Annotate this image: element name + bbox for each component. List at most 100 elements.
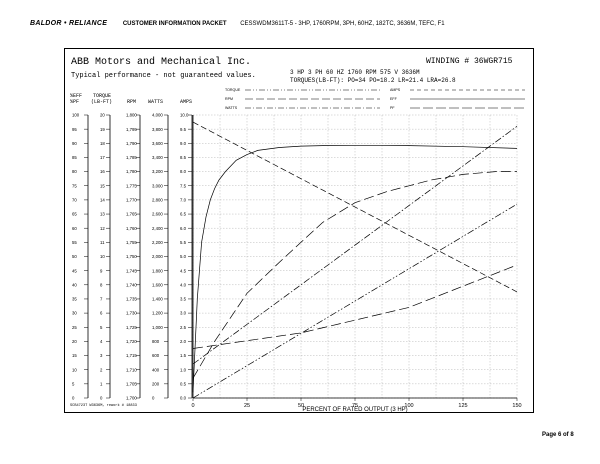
x-tick-label: 100: [404, 403, 413, 409]
scale-torque-label: 10: [100, 254, 105, 259]
scale-watts-label: 1,800: [152, 268, 163, 273]
legend-lines: [245, 89, 525, 109]
scale-rpm-label: 1,775: [126, 183, 137, 188]
scale-torque-label: 8: [100, 282, 103, 287]
scale-watts-label: 2,800: [152, 198, 163, 203]
scale-watts-label: 1,000: [152, 325, 163, 330]
scale-eff_pf-label: 55: [72, 240, 77, 245]
scale-watts-label: 1,400: [152, 297, 163, 302]
value-scales: 1009590858075706560555045403530252015105…: [72, 113, 193, 401]
page-number: Page 6 of 8: [542, 432, 574, 438]
scale-watts-label: 2,400: [152, 226, 163, 231]
scale-watts-label: 400: [152, 367, 160, 372]
scale-torque-label: 1: [100, 381, 103, 386]
scale-amps-label: 9.5: [180, 127, 187, 132]
scale-amps-label: 1.5: [180, 353, 187, 358]
scale-rpm-label: 1,705: [126, 381, 137, 386]
scale-eff_pf-label: 100: [72, 113, 80, 118]
scale-torque-label: 5: [100, 325, 103, 330]
scale-watts-label: 2,600: [152, 212, 163, 217]
scale-rpm-label: 1,715: [126, 353, 137, 358]
scale-eff_pf-label: 90: [72, 141, 77, 146]
col-header-torque: TORQUE: [93, 93, 112, 99]
scale-torque-label: 11: [100, 240, 105, 245]
motor-specs: 3 HP 3 PH 60 HZ 1760 RPM 575 V 3636M: [290, 69, 420, 76]
product-description: CESSWDM3611T-5 - 3HP, 1760RPM, 3PH, 60HZ…: [240, 21, 445, 27]
torque-values: TORQUES(LB-FT): PO=34 PO=18.2 LR=21.4 LR…: [290, 77, 456, 84]
scale-amps-label: 3.0: [180, 311, 187, 316]
x-tick-label: 50: [298, 403, 304, 409]
scale-amps-label: 0.0: [180, 396, 187, 401]
col-header-watts: WATTS: [148, 99, 164, 105]
scale-amps-label: 9.0: [180, 141, 187, 146]
scale-watts-label: 2,000: [152, 254, 163, 259]
x-tick-label: 25: [244, 403, 250, 409]
chart-grid: [192, 114, 518, 399]
scale-amps-label: 7.5: [180, 183, 187, 188]
scale-eff_pf-label: 5: [72, 381, 75, 386]
scale-eff_pf-label: 40: [72, 282, 77, 287]
col-header-lbft: (LB-FT): [91, 99, 113, 105]
curve-eff: [192, 144, 518, 393]
scale-watts-label: 3,800: [152, 127, 163, 132]
packet-title: CUSTOMER INFORMATION PACKET: [122, 21, 227, 27]
scale-eff_pf-label: 75: [72, 183, 77, 188]
scale-watts-label: 200: [152, 381, 160, 386]
x-tick-label: 0: [191, 403, 194, 409]
scale-eff_pf-label: 15: [72, 353, 77, 358]
scale-eff_pf-label: 25: [72, 325, 77, 330]
scale-rpm-label: 1,740: [126, 282, 137, 287]
scale-rpm-label: 1,735: [126, 297, 137, 302]
scale-amps-label: 6.5: [180, 212, 187, 217]
scale-rpm-label: 1,780: [126, 169, 137, 174]
scale-rpm-label: 1,785: [126, 155, 137, 160]
col-header-amps: AMPS: [180, 99, 193, 105]
scale-amps-label: 8.0: [180, 169, 187, 174]
scale-watts-label: 1,200: [152, 311, 163, 316]
scale-eff_pf-label: 45: [72, 268, 77, 273]
scale-amps-label: 5.0: [180, 254, 187, 259]
scale-rpm-label: 1,770: [126, 198, 137, 203]
scale-watts-label: 0: [152, 396, 155, 401]
curve-amps: [192, 121, 518, 293]
x-tick-label: 75: [352, 403, 358, 409]
scale-amps-label: 8.5: [180, 155, 187, 160]
scale-rpm-label: 1,745: [126, 268, 137, 273]
scale-torque-label: 2: [100, 367, 103, 372]
scale-torque-label: 9: [100, 268, 103, 273]
scale-torque-label: 3: [100, 353, 103, 358]
legend-eff-label: EFF: [390, 97, 397, 101]
scale-amps-label: 2.0: [180, 339, 187, 344]
scale-watts-label: 1,600: [152, 282, 163, 287]
winding-number: WINDING # 36WGR715: [426, 57, 513, 66]
scale-amps-label: 3.5: [180, 297, 187, 302]
packet-header: BALDOR • RELIANCE CUSTOMER INFORMATION P…: [30, 20, 445, 27]
scale-rpm-label: 1,790: [126, 141, 137, 146]
scale-watts-label: 3,600: [152, 141, 163, 146]
scale-amps-label: 1.0: [180, 367, 187, 372]
scale-amps-label: 6.0: [180, 226, 187, 231]
chart-curves: [192, 121, 518, 399]
scale-eff_pf-label: 80: [72, 169, 77, 174]
x-tick-label: 125: [458, 403, 467, 409]
drawing-code: SCB4723T W3636M, rework # 18833: [70, 404, 137, 408]
scale-watts-label: 800: [152, 339, 160, 344]
scale-eff_pf-label: 20: [72, 339, 77, 344]
scale-torque-label: 7: [100, 297, 103, 302]
scale-torque-label: 16: [100, 169, 105, 174]
scale-rpm-label: 1,710: [126, 367, 137, 372]
scale-torque-label: 12: [100, 226, 105, 231]
performance-sheet: [64, 48, 534, 413]
col-header-rpm: RPM: [127, 99, 137, 105]
scale-amps-label: 4.5: [180, 268, 187, 273]
scale-watts-label: 600: [152, 353, 160, 358]
legend-torque-label: TORQUE: [225, 88, 241, 92]
curve-torque: [192, 203, 518, 399]
scale-rpm-label: 1,700: [126, 396, 137, 401]
scale-amps-label: 2.5: [180, 325, 187, 330]
scale-rpm-label: 1,800: [126, 113, 137, 118]
scale-rpm-label: 1,725: [126, 325, 137, 330]
scale-amps-label: 10.0: [180, 113, 189, 118]
typical-note: Typical performance - not guaranteed val…: [71, 72, 256, 80]
scale-torque-label: 0: [100, 396, 103, 401]
